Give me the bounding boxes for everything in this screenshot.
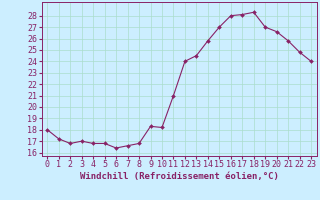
- X-axis label: Windchill (Refroidissement éolien,°C): Windchill (Refroidissement éolien,°C): [80, 172, 279, 181]
